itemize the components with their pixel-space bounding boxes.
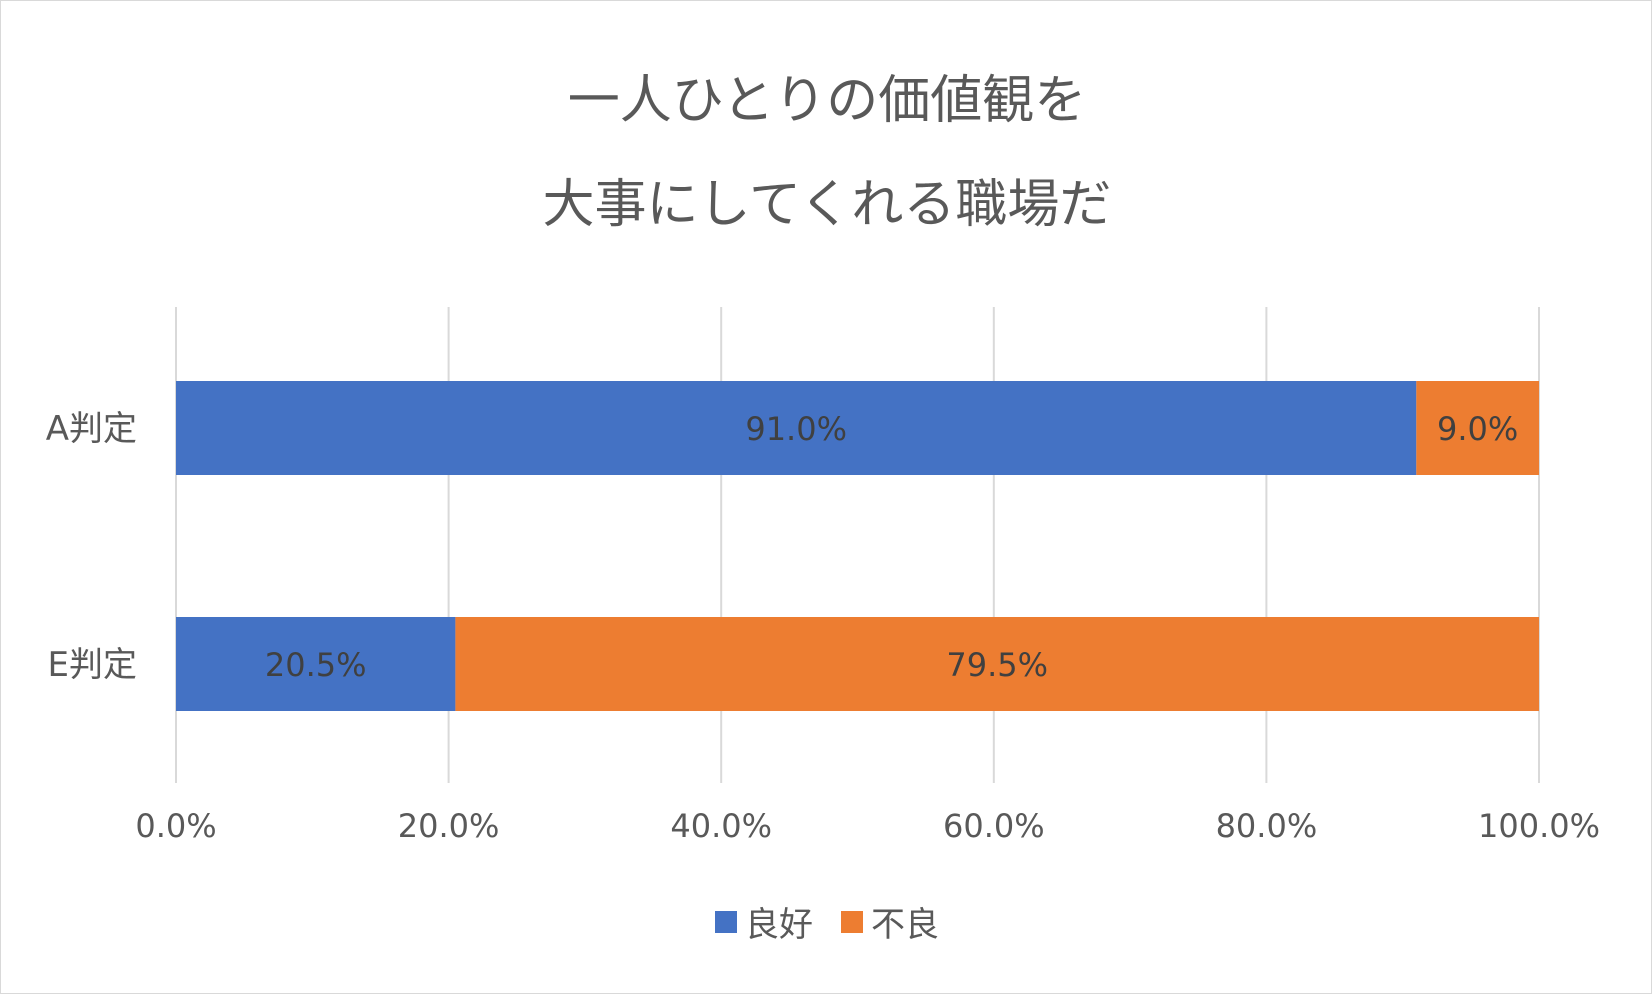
legend-swatch-1	[841, 910, 863, 933]
bar-0-0	[176, 381, 1417, 475]
x-tick-label-3: 60.0%	[943, 807, 1045, 845]
legend-item-1: 不良	[841, 897, 939, 946]
data-label-1-1: 79.5%	[946, 646, 1048, 684]
chart-title-line-2: 大事にしてくれる職場だ	[542, 175, 1112, 235]
x-tick-label-1: 20.0%	[398, 807, 500, 845]
x-tick-label-2: 40.0%	[670, 807, 772, 845]
x-tick-label-4: 80.0%	[1216, 807, 1318, 845]
data-label-1-0: 9.0%	[1437, 410, 1518, 448]
category-label-1: E判定	[48, 645, 137, 685]
data-label-0-0: 91.0%	[745, 410, 847, 448]
legend-label-0: 良好	[745, 905, 813, 945]
bar-1-0	[1416, 381, 1539, 475]
x-tick-label-5: 100.0%	[1478, 807, 1600, 845]
bar-0-1	[176, 617, 456, 711]
chart-title-line-1: 一人ひとりの価値観を	[567, 71, 1087, 131]
data-label-0-1: 20.5%	[265, 646, 367, 684]
legend-label-1: 不良	[871, 905, 939, 945]
x-tick-label-0: 0.0%	[135, 807, 216, 845]
legend-item-0: 良好	[715, 897, 813, 946]
category-label-0: A判定	[46, 409, 137, 449]
chart-title: 一人ひとりの価値観を 大事にしてくれる職場だ	[1, 49, 1652, 257]
bar-1-1	[455, 617, 1539, 711]
legend-swatch-0	[715, 910, 737, 933]
legend: 良好 不良	[1, 897, 1652, 946]
